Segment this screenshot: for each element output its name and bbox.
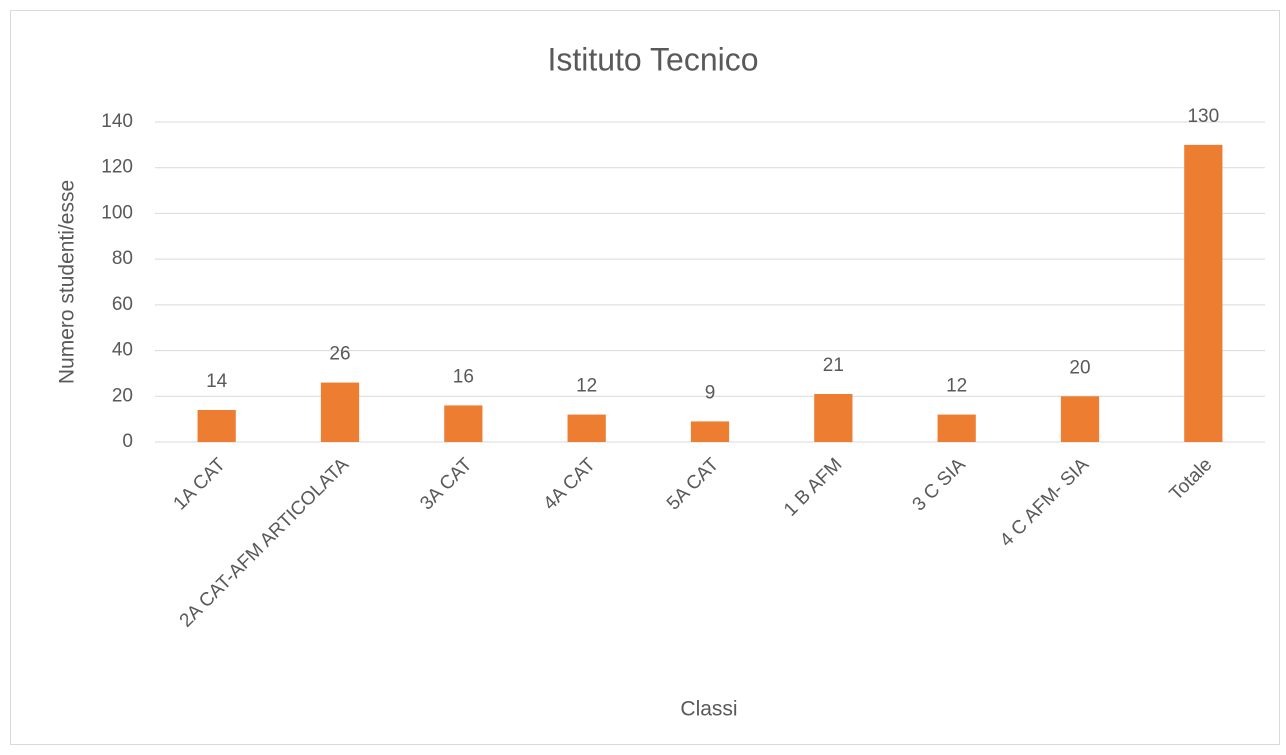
bar [937, 414, 976, 442]
bar [197, 410, 236, 442]
y-tick-label: 40 [112, 340, 133, 361]
y-axis-title: Numero studenti/esse [56, 180, 79, 384]
chart-title: Istituto Tecnico [547, 41, 758, 77]
y-tick-label: 20 [112, 385, 133, 406]
data-label: 130 [1187, 106, 1219, 127]
y-tick-label: 120 [101, 157, 133, 178]
data-label: 16 [453, 366, 474, 387]
data-label: 12 [946, 376, 967, 397]
y-tick-label: 100 [101, 202, 133, 223]
y-tick-label: 60 [112, 294, 133, 315]
data-label: 14 [206, 371, 228, 392]
data-label: 21 [823, 355, 844, 376]
bar [1060, 396, 1100, 442]
bar [814, 394, 853, 442]
y-tick-label: 0 [122, 431, 133, 452]
bar [1184, 144, 1223, 442]
y-tick-label: 80 [112, 248, 133, 269]
bar [444, 405, 483, 442]
bar [320, 382, 360, 442]
data-label: 9 [705, 382, 716, 403]
y-tick-label: 140 [101, 111, 133, 132]
data-label: 26 [329, 344, 350, 365]
chart-border [10, 10, 1280, 745]
data-label: 12 [576, 376, 597, 397]
data-label: 20 [1069, 357, 1090, 378]
bar [567, 414, 606, 442]
bar [690, 421, 730, 442]
x-axis-title: Classi [680, 698, 737, 721]
